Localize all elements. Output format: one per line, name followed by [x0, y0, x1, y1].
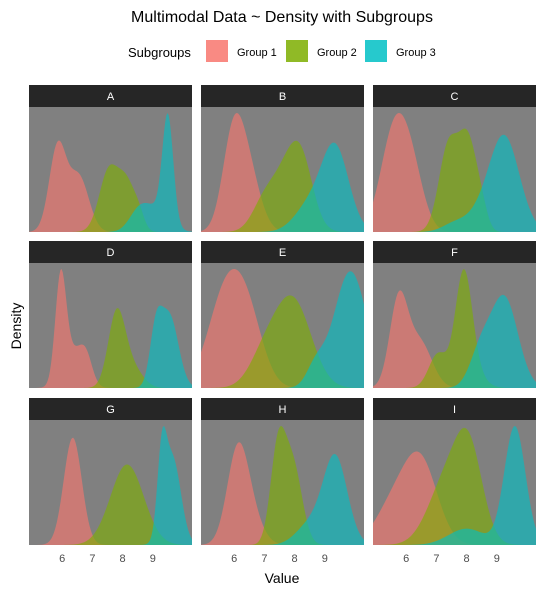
facet-panel-f: F [373, 241, 536, 388]
x-tick-label: 9 [150, 553, 156, 565]
x-tick-label: 9 [322, 553, 328, 565]
x-tick-label: 9 [494, 553, 500, 565]
facet-strip-label: G [106, 404, 115, 416]
facet-strip [201, 398, 364, 420]
facet-strip [201, 241, 364, 263]
x-tick-label: 8 [292, 553, 298, 565]
facet-panel-h: H [201, 398, 364, 545]
facet-strip [29, 241, 192, 263]
facet-strip-label: C [451, 91, 459, 103]
facet-panels: A B C D E F G H I [29, 85, 536, 545]
x-tick-label: 7 [433, 553, 439, 565]
facet-strip-label: D [107, 247, 115, 259]
density-area-group-1 [29, 140, 192, 232]
facet-strip [373, 241, 536, 263]
density-area-group-2 [201, 140, 364, 232]
density-area-group-2 [373, 427, 536, 545]
facet-strip [373, 398, 536, 420]
density-area-group-3 [29, 113, 192, 232]
density-area-group-1 [373, 113, 536, 232]
density-area-group-2 [201, 295, 364, 388]
facet-strip-label: F [451, 247, 458, 259]
density-area-group-2 [373, 128, 536, 232]
facet-strip-label: E [279, 247, 286, 259]
x-tick-label: 6 [231, 553, 237, 565]
legend-label-group-1: Group 1 [237, 47, 277, 59]
legend: Subgroups Group 1 Group 2 Group 3 [128, 40, 436, 62]
legend-key-group-1 [206, 40, 228, 62]
density-area-group-2 [29, 464, 192, 545]
density-area-group-2 [373, 269, 536, 388]
density-area-group-1 [201, 442, 364, 545]
x-tick-label: 6 [403, 553, 409, 565]
y-axis-label: Density [8, 303, 24, 350]
density-area-group-3 [201, 142, 364, 232]
density-area-group-1 [373, 290, 536, 388]
density-area-group-3 [201, 271, 364, 388]
facet-strip-label: I [453, 404, 456, 416]
facet-panel-a: A [29, 85, 192, 232]
x-tick-label: 8 [120, 553, 126, 565]
legend-key-group-2 [286, 40, 308, 62]
legend-key-group-3 [365, 40, 387, 62]
facet-strip-label: B [279, 91, 286, 103]
facet-panel-d: D [29, 241, 192, 388]
legend-label-group-3: Group 3 [396, 47, 436, 59]
density-area-group-3 [373, 426, 536, 545]
facet-panel-g: G [29, 398, 192, 545]
density-area-group-3 [29, 426, 192, 545]
facet-strip [373, 85, 536, 107]
facet-strip-label: A [107, 91, 115, 103]
facet-strip [29, 85, 192, 107]
density-area-group-1 [29, 269, 192, 388]
chart-title: Multimodal Data ~ Density with Subgroups [131, 9, 433, 26]
density-area-group-3 [373, 294, 536, 388]
x-tick-label: 7 [89, 553, 95, 565]
density-area-group-1 [29, 437, 192, 545]
facet-strip-label: H [279, 404, 287, 416]
density-area-group-1 [373, 451, 536, 545]
x-tick-label: 6 [59, 553, 65, 565]
density-area-group-1 [201, 113, 364, 232]
facet-panel-i: I [373, 398, 536, 545]
facet-strip [29, 398, 192, 420]
facet-panel-b: B [201, 85, 364, 232]
facet-panel-c: C [373, 85, 536, 232]
legend-label-group-2: Group 2 [317, 47, 357, 59]
density-area-group-3 [29, 305, 192, 388]
density-area-group-2 [29, 164, 192, 232]
density-area-group-1 [201, 269, 364, 388]
density-area-group-3 [373, 134, 536, 232]
x-tick-label: 7 [261, 553, 267, 565]
facet-strip [201, 85, 364, 107]
x-axis-ticks: 6 7 8 9 6 7 8 9 6 7 8 9 [59, 553, 500, 565]
density-area-group-2 [29, 308, 192, 388]
legend-title: Subgroups [128, 45, 191, 60]
facet-panel-e: E [201, 241, 364, 388]
density-area-group-2 [201, 426, 364, 545]
x-tick-label: 8 [464, 553, 470, 565]
density-area-group-3 [201, 454, 364, 545]
x-axis-label: Value [265, 570, 300, 586]
